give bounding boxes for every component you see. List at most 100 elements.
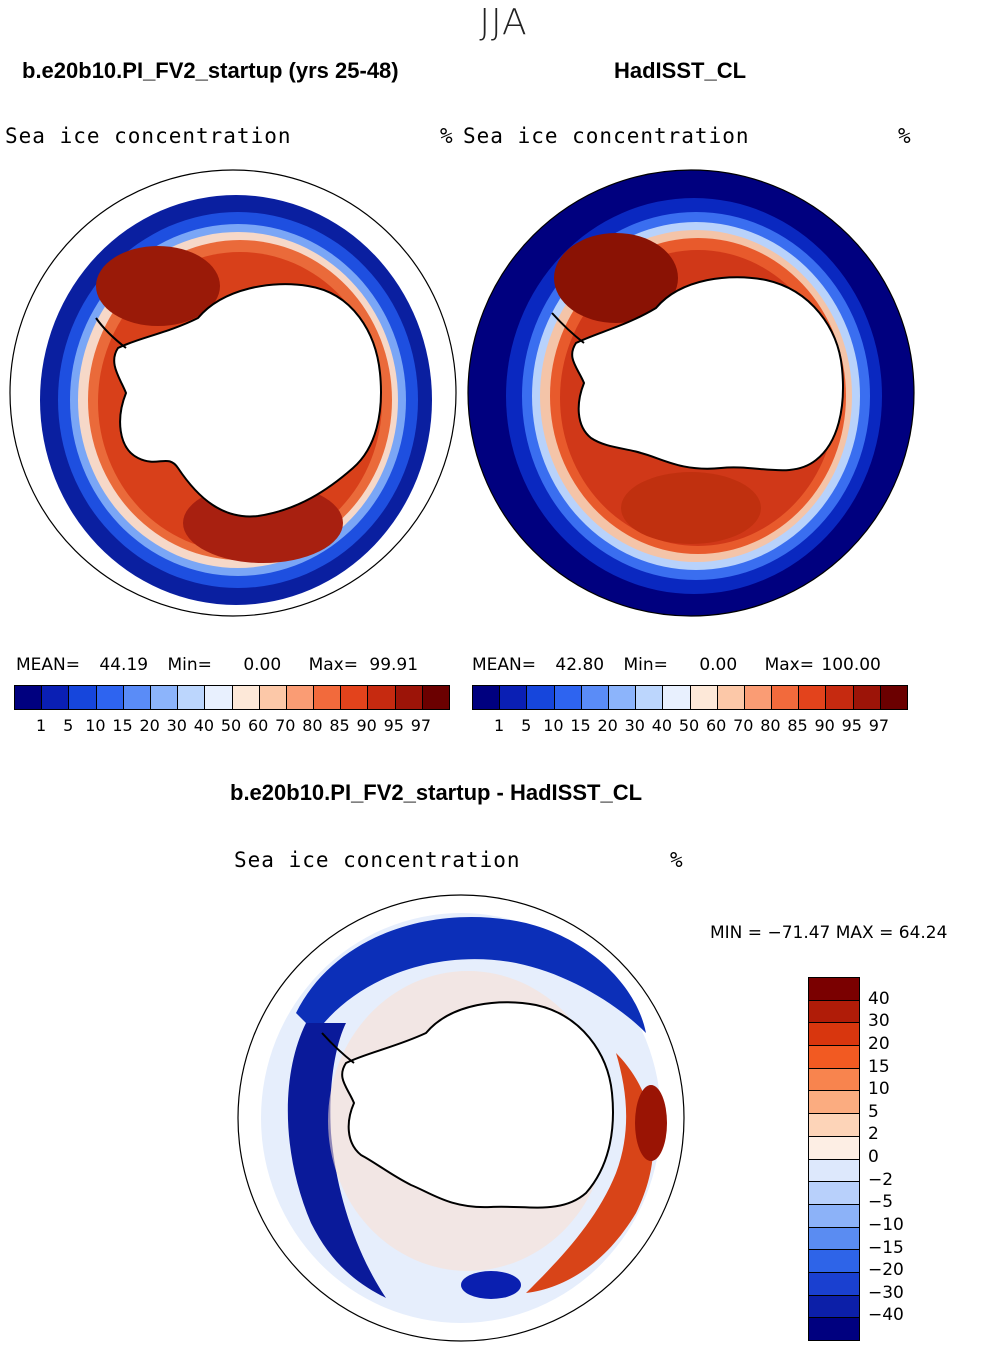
diff-positive-east bbox=[526, 1053, 654, 1293]
colorbar-tick-label: 50 bbox=[220, 716, 242, 735]
diff-colorbar-tick-label: 0 bbox=[868, 1147, 879, 1167]
diff-minmax: MIN = −71.47 MAX = 64.24 bbox=[710, 923, 948, 943]
antarctic-peninsula bbox=[321, 1032, 355, 1064]
diff-colorbar-segment bbox=[809, 1114, 859, 1137]
diff-colorbar-tick-label: 10 bbox=[868, 1079, 890, 1100]
colorbar-segment bbox=[341, 686, 369, 709]
colorbar-tick-label: 85 bbox=[787, 716, 808, 735]
colorbar-segment bbox=[69, 686, 97, 709]
colorbar-tick-label: 5 bbox=[521, 716, 532, 735]
model-min-value: 0.00 bbox=[243, 655, 282, 675]
diff-colorbar-segment bbox=[809, 1091, 859, 1115]
colorbar-tick-label: 5 bbox=[63, 716, 74, 735]
colorbar-tick-label: 50 bbox=[678, 716, 700, 735]
diff-colorbar-segment bbox=[809, 1318, 859, 1340]
model-colorbar-ticks: 1 5 10 15 20 30 40 50 60 70 80 85 90 95 97 bbox=[14, 716, 450, 738]
diff-colorbar-segment bbox=[809, 978, 859, 1001]
colorbar-segment bbox=[178, 686, 206, 709]
diff-colorbar-tick-label: 30 bbox=[868, 1011, 890, 1032]
colorbar-tick-label: 60 bbox=[247, 716, 269, 735]
colorbar-tick-label: 70 bbox=[733, 716, 754, 735]
diff-colorbar-tick-label: −10 bbox=[868, 1214, 904, 1235]
ice-max-weddell bbox=[554, 233, 678, 323]
model-mean-value: 44.19 bbox=[99, 655, 149, 675]
diff-panel-title: b.e20b10.PI_FV2_startup - HadISST_CL bbox=[230, 780, 643, 805]
obs-panel-title: HadISST_CL bbox=[614, 58, 747, 83]
colorbar-tick-label: 85 bbox=[329, 716, 350, 735]
diff-unit-label: % bbox=[670, 848, 684, 872]
model-panel-title: b.e20b10.PI_FV2_startup (yrs 25-48) bbox=[22, 58, 399, 83]
colorbar-segment bbox=[368, 686, 396, 709]
colorbar-segment bbox=[205, 686, 233, 709]
diff-colorbar-tick-label: 2 bbox=[868, 1124, 879, 1145]
colorbar-segment bbox=[395, 686, 423, 709]
obs-unit-label: % bbox=[898, 124, 912, 148]
colorbar-segment bbox=[232, 686, 260, 709]
colorbar-tick-label: 90 bbox=[814, 716, 835, 735]
colorbar-tick-label: 97 bbox=[410, 716, 432, 735]
colorbar-tick-label: 80 bbox=[760, 716, 781, 735]
colorbar-tick-label: 80 bbox=[302, 716, 323, 735]
model-min-label: Min= bbox=[167, 655, 212, 675]
diff-negative-north bbox=[296, 917, 646, 1033]
diff-variable-label: Sea ice concentration bbox=[234, 848, 521, 872]
colorbar-segment bbox=[554, 686, 582, 709]
season-title: JJA bbox=[479, 2, 528, 43]
colorbar-segment bbox=[581, 686, 609, 709]
diff-colorbar-tick-label: −5 bbox=[868, 1192, 894, 1213]
colorbar-tick-label: 30 bbox=[624, 716, 645, 735]
diff-colorbar-tick-label: 40 bbox=[868, 988, 890, 1009]
colorbar-segment bbox=[799, 686, 827, 709]
model-polar-map bbox=[9, 169, 457, 617]
obs-max-label: Max= bbox=[764, 655, 814, 675]
colorbar-segment bbox=[500, 686, 528, 709]
diff-colorbar-segment bbox=[809, 1204, 859, 1228]
colorbar-tick-label: 20 bbox=[597, 716, 618, 735]
colorbar-segment bbox=[96, 686, 124, 709]
model-variable-label: Sea ice concentration bbox=[5, 124, 292, 148]
antarctic-peninsula bbox=[95, 317, 127, 349]
colorbar-segment bbox=[314, 686, 342, 709]
obs-colorbar bbox=[472, 685, 908, 710]
colorbar-segment bbox=[259, 686, 287, 709]
diff-colorbar-segment bbox=[809, 1023, 859, 1047]
diff-colorbar bbox=[808, 977, 860, 1341]
colorbar-tick-label: 15 bbox=[570, 716, 591, 735]
diff-colorbar-segment bbox=[809, 1136, 859, 1160]
colorbar-tick-label: 1 bbox=[36, 716, 47, 735]
colorbar-segment bbox=[15, 686, 43, 709]
obs-mean-value: 42.80 bbox=[555, 655, 605, 675]
colorbar-segment bbox=[150, 686, 179, 709]
colorbar-segment bbox=[473, 686, 501, 709]
diff-colorbar-segment bbox=[809, 1227, 859, 1251]
obs-mean-label: MEAN= bbox=[472, 655, 536, 675]
obs-stats: MEAN= 42.80 Min= 0.00 Max= 100.00 bbox=[472, 655, 912, 675]
diff-polar-map bbox=[237, 894, 685, 1342]
diff-negative-west bbox=[287, 1023, 386, 1298]
colorbar-segment bbox=[717, 686, 745, 709]
colorbar-segment bbox=[42, 686, 70, 709]
colorbar-segment bbox=[286, 686, 315, 709]
diff-colorbar-segment bbox=[809, 1295, 859, 1319]
colorbar-tick-label: 90 bbox=[356, 716, 377, 735]
diff-colorbar-tick-label: −15 bbox=[868, 1237, 904, 1258]
antarctica-landmass bbox=[571, 276, 844, 472]
diff-colorbar-segment bbox=[809, 1250, 859, 1273]
colorbar-segment bbox=[123, 686, 151, 709]
colorbar-tick-label: 20 bbox=[139, 716, 160, 735]
obs-min-value: 0.00 bbox=[699, 655, 738, 675]
model-colorbar bbox=[14, 685, 450, 710]
diff-colorbar-segment bbox=[809, 1068, 859, 1092]
colorbar-tick-label: 97 bbox=[868, 716, 890, 735]
colorbar-segment bbox=[853, 686, 881, 709]
diff-colorbar-tick-label: 15 bbox=[868, 1056, 890, 1077]
model-unit-label: % bbox=[440, 124, 454, 148]
colorbar-tick-label: 10 bbox=[85, 716, 106, 735]
ice-max-weddell bbox=[96, 246, 220, 326]
obs-colorbar-ticks: 1 5 10 15 20 30 40 50 60 70 80 85 90 95 97 bbox=[472, 716, 908, 738]
model-mean-label: MEAN= bbox=[16, 655, 80, 675]
colorbar-segment bbox=[636, 686, 664, 709]
diff-colorbar-segment bbox=[809, 1000, 859, 1024]
antarctica-landmass bbox=[341, 1001, 614, 1209]
diff-colorbar-segment bbox=[809, 1182, 859, 1205]
